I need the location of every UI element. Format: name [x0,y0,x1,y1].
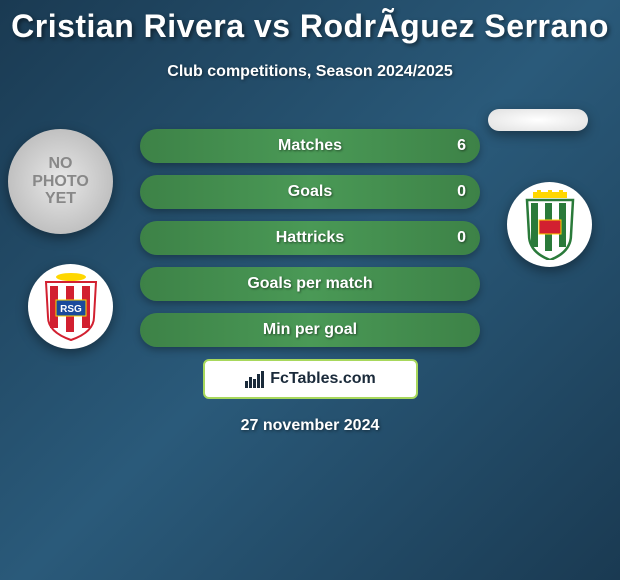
club-logo-left: RSG [28,264,113,349]
page-subtitle: Club competitions, Season 2024/2025 [0,63,620,81]
chart-icon [244,369,264,389]
player-right-photo-placeholder [488,109,588,131]
cordoba-cf-icon [515,190,585,260]
stat-row-goals: Goals 0 [140,175,480,209]
player-left-photo-placeholder: NO PHOTO YET [8,129,113,234]
stats-container: Matches 6 Goals 0 Hattricks 0 Goals per … [140,109,480,347]
stat-label: Goals [288,183,332,201]
stat-label: Goals per match [247,275,372,293]
stat-row-goals-per-match: Goals per match [140,267,480,301]
page-title: Cristian Rivera vs RodrÃ­guez Serrano [0,0,620,45]
stat-row-matches: Matches 6 [140,129,480,163]
club-logo-right [507,182,592,267]
sporting-gijon-icon: RSG [36,272,106,342]
no-photo-label: NO [49,155,73,173]
stat-right-value: 6 [457,137,466,155]
stat-label: Hattricks [276,229,344,247]
date-label: 27 november 2024 [0,417,620,435]
brand-box[interactable]: FcTables.com [203,359,418,399]
stat-row-hattricks: Hattricks 0 [140,221,480,255]
comparison-content: NO PHOTO YET RSG M [0,109,620,435]
stat-row-min-per-goal: Min per goal [140,313,480,347]
no-photo-label: YET [45,190,76,208]
svg-text:RSG: RSG [60,304,82,315]
stat-right-value: 0 [457,229,466,247]
brand-label: FcTables.com [270,370,376,388]
stat-label: Min per goal [263,321,357,339]
no-photo-label: PHOTO [32,173,89,191]
stat-right-value: 0 [457,183,466,201]
stat-label: Matches [278,137,342,155]
